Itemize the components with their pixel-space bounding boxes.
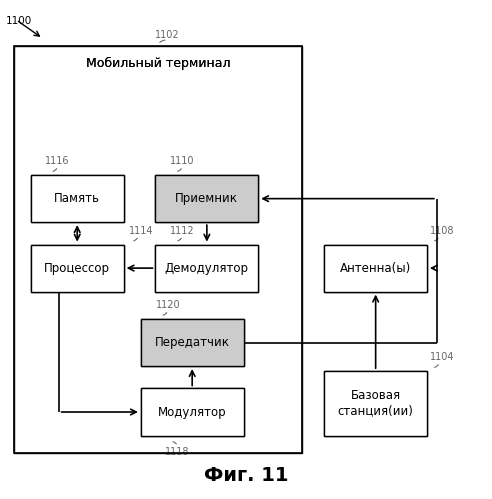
Text: Память: Память: [54, 192, 100, 205]
Text: Приемник: Приемник: [175, 192, 238, 205]
Text: Приемник: Приемник: [175, 192, 238, 205]
FancyBboxPatch shape: [141, 319, 244, 366]
Text: Мобильный терминал: Мобильный терминал: [86, 57, 230, 70]
Text: 1120: 1120: [155, 300, 180, 310]
Text: 1108: 1108: [430, 226, 454, 236]
FancyBboxPatch shape: [155, 245, 258, 292]
Text: Демодулятор: Демодулятор: [165, 261, 249, 274]
Text: 1114: 1114: [128, 226, 153, 236]
FancyBboxPatch shape: [141, 319, 244, 366]
Text: Передатчик: Передатчик: [154, 336, 230, 349]
Text: 1118: 1118: [165, 447, 190, 457]
Text: Память: Память: [54, 192, 100, 205]
Text: 1112: 1112: [170, 226, 195, 236]
Text: 1110: 1110: [170, 156, 195, 166]
Text: Базовая
станция(ии): Базовая станция(ии): [338, 389, 414, 417]
Text: Антенна(ы): Антенна(ы): [340, 261, 411, 274]
FancyBboxPatch shape: [31, 245, 123, 292]
FancyBboxPatch shape: [31, 245, 123, 292]
Text: Фиг. 11: Фиг. 11: [204, 466, 288, 485]
FancyBboxPatch shape: [14, 46, 302, 453]
FancyBboxPatch shape: [141, 388, 244, 436]
Text: Антенна(ы): Антенна(ы): [340, 261, 411, 274]
FancyBboxPatch shape: [324, 245, 427, 292]
Text: 1116: 1116: [45, 156, 70, 166]
FancyBboxPatch shape: [31, 175, 123, 222]
FancyBboxPatch shape: [155, 175, 258, 222]
Text: Мобильный терминал: Мобильный терминал: [86, 57, 230, 70]
FancyBboxPatch shape: [324, 371, 427, 436]
Text: Процессор: Процессор: [44, 261, 110, 274]
FancyBboxPatch shape: [31, 175, 123, 222]
FancyBboxPatch shape: [324, 245, 427, 292]
Text: Процессор: Процессор: [44, 261, 110, 274]
Text: Демодулятор: Демодулятор: [165, 261, 249, 274]
Text: Передатчик: Передатчик: [154, 336, 230, 349]
FancyBboxPatch shape: [141, 388, 244, 436]
FancyBboxPatch shape: [155, 245, 258, 292]
Text: Модулятор: Модулятор: [158, 406, 226, 419]
Text: 1102: 1102: [155, 30, 180, 40]
Text: 1104: 1104: [430, 352, 454, 362]
Text: Базовая
станция(ии): Базовая станция(ии): [338, 389, 414, 417]
FancyBboxPatch shape: [324, 371, 427, 436]
Text: 1100: 1100: [6, 16, 32, 26]
FancyBboxPatch shape: [155, 175, 258, 222]
Text: Модулятор: Модулятор: [158, 406, 226, 419]
